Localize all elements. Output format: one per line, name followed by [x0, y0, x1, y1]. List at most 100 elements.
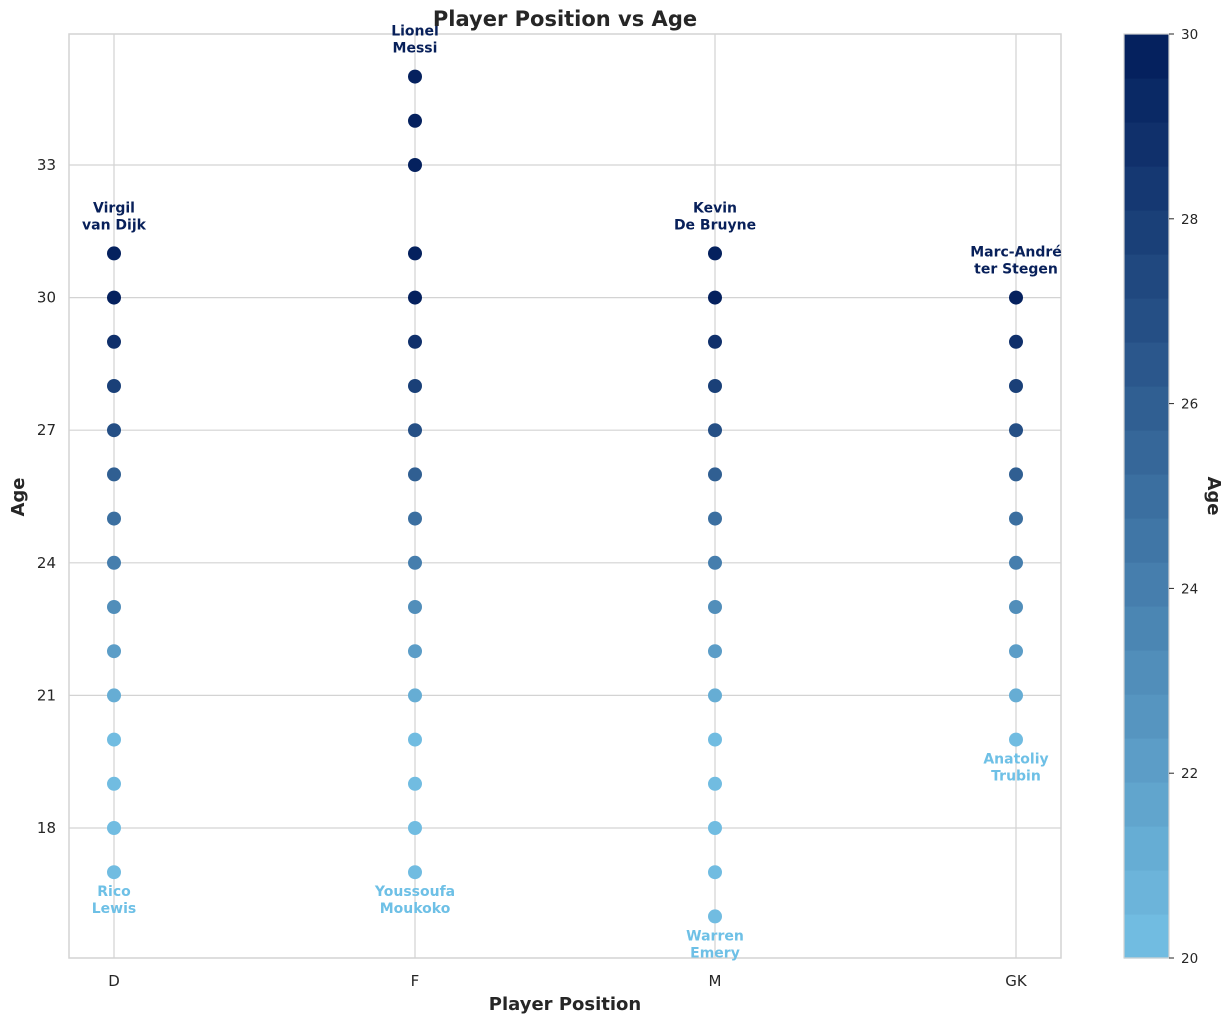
y-tick-label: 33: [37, 156, 56, 174]
data-point: [708, 246, 722, 261]
data-point: [708, 688, 722, 703]
data-point: [1009, 334, 1023, 349]
data-point: [107, 555, 121, 570]
data-point: [708, 555, 722, 570]
colorbar-tick-label: 30: [1181, 27, 1198, 43]
data-point: [1009, 732, 1023, 747]
colorbar-tick-label: 24: [1181, 581, 1198, 597]
data-point: [408, 290, 422, 305]
colorbar-level: [1124, 298, 1169, 343]
colorbar-level: [1124, 870, 1169, 915]
colorbar-level: [1124, 518, 1169, 563]
colorbar-level: [1124, 694, 1169, 739]
player-annotation: Youssoufa Moukoko: [374, 884, 455, 917]
data-point: [1009, 423, 1023, 438]
player-annotation: Kevin De Bruyne: [674, 200, 756, 233]
player-annotation: Lionel Messi: [391, 24, 439, 57]
y-tick-labels: 18 21 24 27 30 33: [37, 156, 56, 837]
data-point: [107, 600, 121, 614]
colorbar: [1123, 33, 1170, 959]
colorbar-level: [1124, 166, 1169, 211]
data-point: [408, 334, 422, 349]
data-points: [107, 69, 1023, 924]
player-annotation: Warren Emery: [686, 928, 744, 961]
data-point: [408, 644, 422, 659]
y-tick-label: 18: [37, 819, 56, 837]
data-point: [107, 423, 121, 438]
player-annotation: Marc-André ter Stegen: [970, 245, 1062, 278]
data-point: [708, 423, 722, 438]
colorbar-label: Age: [1203, 476, 1224, 515]
player-annotation: Anatoliy Trubin: [983, 752, 1048, 785]
data-point: [408, 688, 422, 703]
colorbar-level: [1124, 254, 1169, 299]
x-axis-label: Player Position: [489, 994, 641, 1015]
data-point: [107, 246, 121, 261]
data-point: [1009, 555, 1023, 570]
y-tick-label: 21: [37, 686, 56, 704]
data-point: [408, 246, 422, 261]
y-tick-label: 24: [37, 554, 56, 572]
data-point: [1009, 511, 1023, 526]
data-point: [408, 776, 422, 791]
colorbar-level: [1124, 386, 1169, 431]
colorbar-tick-label: 20: [1181, 951, 1198, 967]
colorbar-level: [1124, 430, 1169, 475]
colorbar-tick-label: 26: [1181, 397, 1198, 413]
data-point: [408, 555, 422, 570]
player-annotation: Virgil van Dijk: [82, 200, 147, 233]
colorbar-level: [1124, 474, 1169, 519]
x-tick-label: M: [709, 972, 722, 990]
data-point: [408, 423, 422, 438]
x-tick-label: GK: [1005, 972, 1028, 990]
data-point: [1009, 467, 1023, 482]
data-point: [408, 379, 422, 393]
data-point: [708, 467, 722, 482]
colorbar-level: [1124, 34, 1169, 79]
colorbar-frame: [1123, 33, 1170, 959]
data-point: [1009, 600, 1023, 614]
colorbar-level: [1124, 826, 1169, 871]
data-point: [107, 467, 121, 482]
data-point: [107, 379, 121, 393]
colorbar-level: [1124, 738, 1169, 783]
data-point: [408, 467, 422, 482]
data-point: [408, 821, 422, 835]
colorbar-level: [1124, 650, 1169, 695]
data-point: [708, 644, 722, 659]
data-point: [708, 511, 722, 526]
data-point: [1009, 688, 1023, 703]
data-point: [708, 821, 722, 835]
colorbar-level: [1124, 122, 1169, 167]
data-point: [408, 600, 422, 614]
data-point: [708, 379, 722, 393]
data-point: [1009, 379, 1023, 393]
x-tick-labels: D F M GK: [108, 972, 1028, 990]
colorbar-tick-labels: 20 22 24 26 28 30: [1169, 27, 1198, 967]
x-tick-label: F: [411, 972, 420, 990]
grid-lines: [69, 34, 1061, 958]
data-point: [708, 865, 722, 880]
data-point: [107, 334, 121, 349]
data-point: [408, 158, 422, 172]
data-point: [107, 821, 121, 835]
data-point: [708, 909, 722, 924]
data-point: [708, 290, 722, 305]
player-annotation: Rico Lewis: [92, 884, 136, 917]
data-point: [1009, 644, 1023, 659]
chart-title: Player Position vs Age: [433, 7, 697, 31]
data-point: [107, 865, 121, 880]
data-point: [408, 865, 422, 880]
colorbar-level: [1124, 782, 1169, 827]
data-point: [408, 511, 422, 526]
colorbar-level: [1124, 914, 1169, 959]
colorbar-level: [1124, 342, 1169, 387]
y-axis-label: Age: [8, 477, 29, 516]
data-point: [708, 732, 722, 747]
colorbar-level: [1124, 562, 1169, 607]
y-tick-label: 30: [37, 289, 56, 307]
data-point: [107, 511, 121, 526]
data-point: [107, 644, 121, 659]
